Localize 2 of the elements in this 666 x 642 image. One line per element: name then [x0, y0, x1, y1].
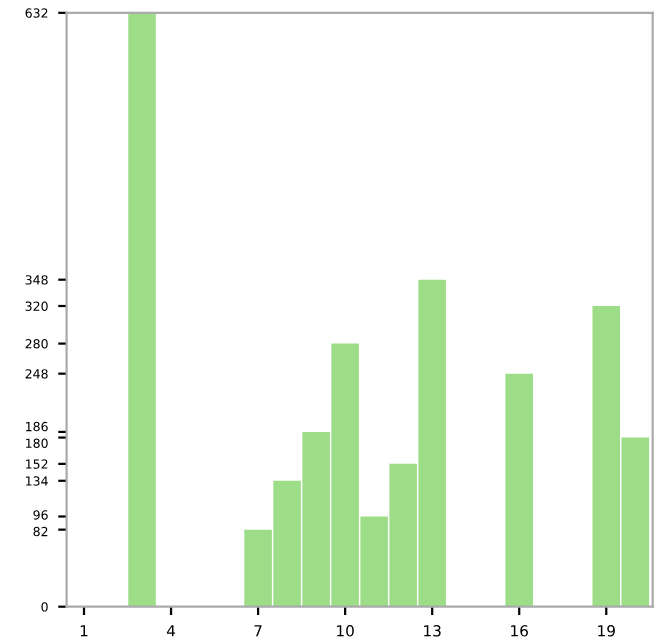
bar: [505, 373, 533, 607]
bar: [128, 12, 156, 607]
